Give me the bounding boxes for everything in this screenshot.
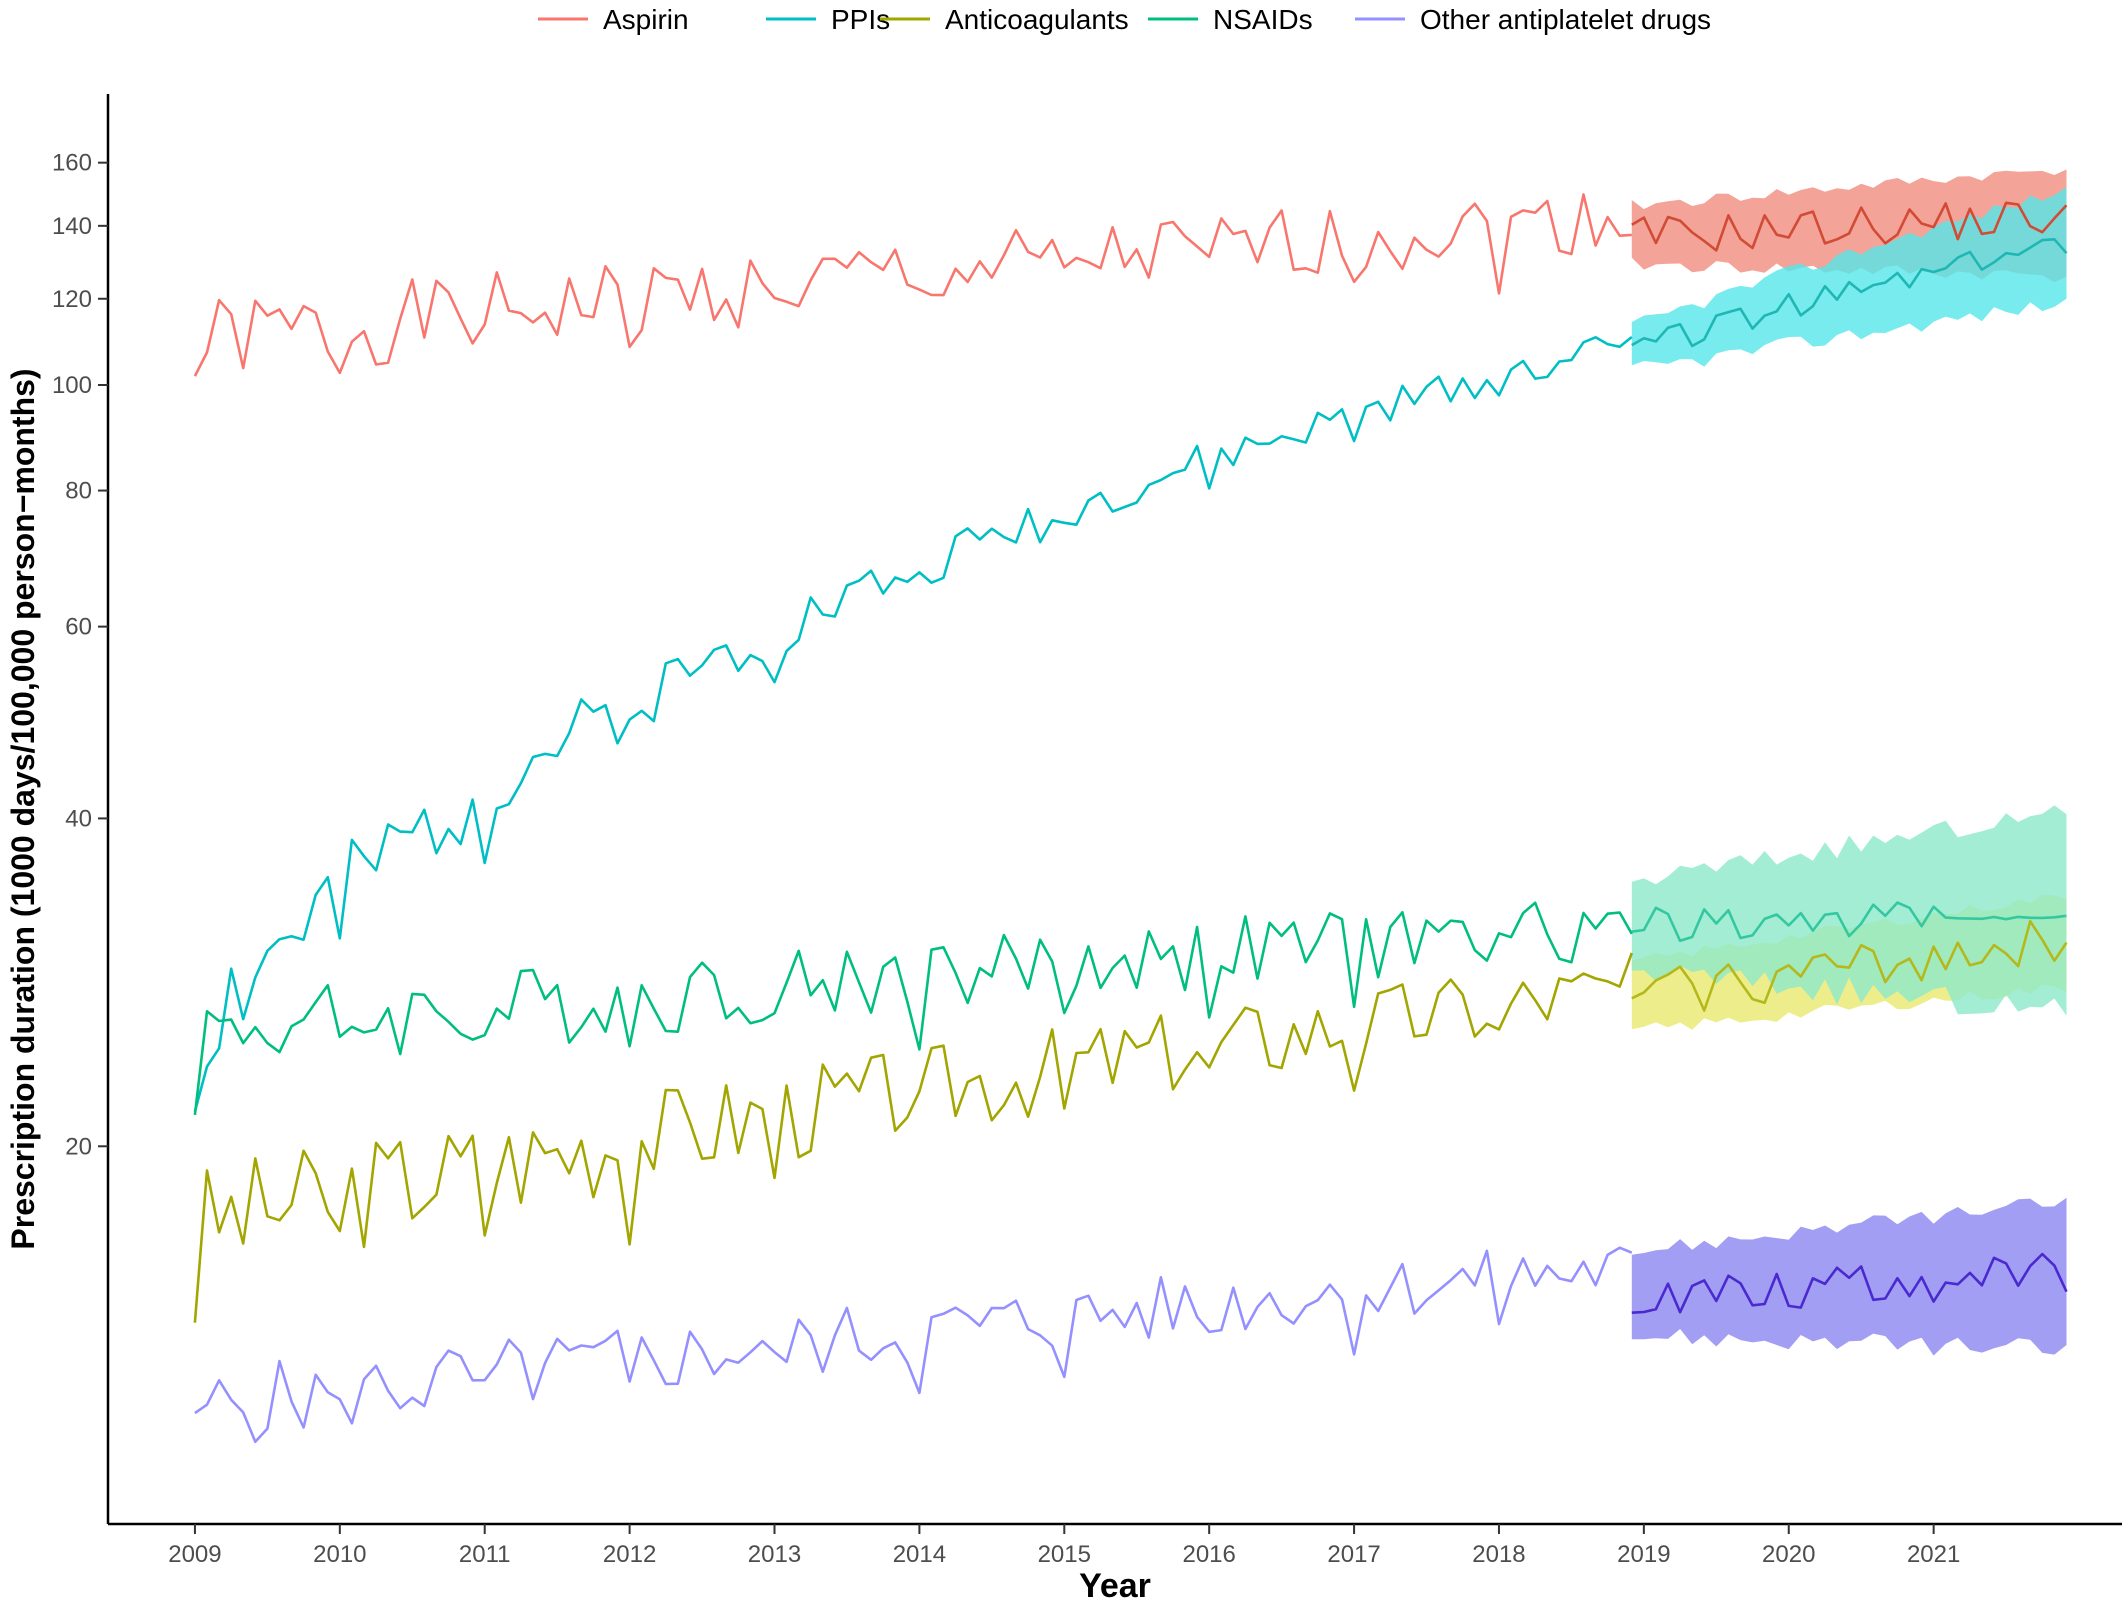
x-tick-label: 2013 bbox=[748, 1541, 801, 1568]
y-tick-label: 120 bbox=[52, 286, 92, 313]
series-line-forecast-0 bbox=[1631, 201, 2068, 252]
series-line-observed-2 bbox=[193, 952, 1634, 1323]
series-line-forecast-4 bbox=[1631, 1252, 2068, 1314]
legend-label-3: NSAIDs bbox=[1213, 4, 1313, 35]
x-tick-label: 2010 bbox=[313, 1541, 366, 1568]
y-tick-label: 140 bbox=[52, 213, 92, 240]
y-tick-label: 80 bbox=[65, 478, 92, 505]
y-tick-label: 60 bbox=[65, 614, 92, 641]
series-line-forecast-3 bbox=[1631, 901, 2067, 943]
x-tick-label: 2011 bbox=[459, 1541, 511, 1568]
x-tick-label: 2017 bbox=[1327, 1541, 1380, 1568]
x-tick-label: 2019 bbox=[1617, 1541, 1670, 1568]
series-line-forecast-1 bbox=[1631, 238, 2068, 348]
y-ticks: 20 40 60 80 100 120 140 160 bbox=[52, 150, 108, 1160]
series-line-observed-4 bbox=[194, 1246, 1633, 1444]
series-lines bbox=[193, 193, 2068, 1444]
series-line-observed-1 bbox=[193, 335, 1633, 1113]
legend-label-4: Other antiplatelet drugs bbox=[1420, 4, 1711, 35]
x-tick-label: 2021 bbox=[1907, 1541, 1960, 1568]
series-line-forecast-2 bbox=[1631, 919, 2068, 1012]
x-tick-label: 2018 bbox=[1472, 1541, 1525, 1568]
x-ticks: 2009 2010 2011 2012 2013 2014 2015 2016 2017 2018… bbox=[168, 1524, 1960, 1568]
legend-label-2: Anticoagulants bbox=[945, 4, 1129, 35]
x-tick-label: 2020 bbox=[1762, 1541, 1815, 1568]
x-axis-title: Year bbox=[1079, 1567, 1151, 1602]
x-tick-label: 2016 bbox=[1182, 1541, 1235, 1568]
forecast-band-1 bbox=[1631, 186, 2067, 367]
forecast-bands bbox=[1631, 169, 2067, 1356]
y-tick-label: 160 bbox=[52, 150, 92, 177]
axes bbox=[106, 94, 2122, 1526]
y-tick-label: 100 bbox=[52, 372, 92, 399]
x-tick-label: 2014 bbox=[893, 1541, 946, 1568]
y-tick-label: 40 bbox=[65, 805, 92, 832]
x-tick-label: 2009 bbox=[168, 1541, 221, 1568]
legend-label-0: Aspirin bbox=[603, 4, 689, 35]
legend: Aspirin PPIs Anticoagulants NSAIDs Other ant… bbox=[538, 4, 1711, 35]
series-line-observed-3 bbox=[193, 901, 1633, 1116]
forecast-band-3 bbox=[1631, 805, 2067, 1016]
y-axis-title: Prescription duration (1000 days/100,000… bbox=[5, 368, 41, 1249]
y-tick-label: 20 bbox=[65, 1133, 92, 1160]
x-tick-label: 2012 bbox=[603, 1541, 656, 1568]
x-tick-label: 2015 bbox=[1038, 1541, 1091, 1568]
series-line-observed-0 bbox=[193, 193, 1632, 377]
